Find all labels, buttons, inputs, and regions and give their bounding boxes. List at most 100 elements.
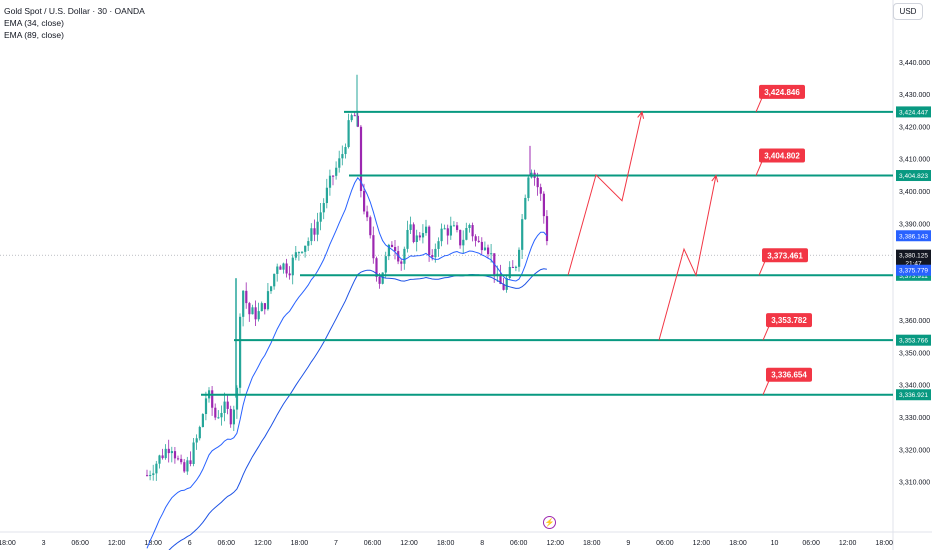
candle-body [304,245,307,252]
candle-body [425,226,428,234]
candle-body [270,286,273,292]
candle-body [198,427,201,439]
candle-body [400,261,403,264]
candle-body [412,224,415,243]
chart-legend: Gold Spot / U.S. Dollar · 30 · OANDA EMA… [4,5,145,41]
price-tick-label: 3,430.000 [899,92,930,99]
candle-body [248,303,251,315]
candle-body [431,255,434,258]
candle-body [167,448,170,454]
last-price-axis-tag [896,249,931,269]
candle-body [158,455,161,464]
price-tick-label: 3,340.000 [899,383,930,390]
candle-body [524,197,527,220]
candle-body [350,115,353,121]
time-tick-label: 3 [42,540,46,547]
time-tick-label: 18:00 [144,540,162,547]
candle-body [462,239,465,246]
candle-body [496,273,499,275]
level-axis-tag-text: 3,353.766 [899,338,928,345]
candle-body [164,448,167,459]
price-callout[interactable] [759,84,805,99]
symbol-title[interactable]: Gold Spot / U.S. Dollar · 30 · OANDA [4,6,145,16]
lightning-icon[interactable]: ⚡ [543,516,556,529]
candle-body [415,235,418,243]
price-callout-label: 3,373.461 [767,251,803,260]
candle-body [276,266,279,274]
time-tick-label: 12:00 [839,540,857,547]
candle-body [363,191,366,212]
candle-body [149,474,152,476]
time-tick-label: 6 [188,540,192,547]
candle-body [229,408,232,425]
candle-body [251,307,254,315]
level-axis-tag-text: 3,424.447 [899,109,928,116]
projection-arrow-2 [658,175,717,341]
candle-body [291,257,294,276]
candle-body [204,398,208,415]
candle-body [390,244,394,248]
candle-body [313,228,316,235]
price-tick-label: 3,360.000 [899,318,930,325]
candle-body [170,451,173,454]
candle-body [437,241,440,249]
price-callout[interactable] [759,148,805,163]
price-callout[interactable] [766,313,812,328]
candle-body [502,283,505,290]
candle-body [359,126,363,192]
candle-body [285,263,288,274]
candle-body [201,414,204,428]
time-tick-label: 12:00 [254,540,272,547]
last-price-axis-tag-text: 3,380.125 [899,253,928,260]
time-tick-label: 12:00 [108,540,126,547]
candle-body [406,229,409,249]
candle-body [428,226,431,256]
time-tick-label: 12:00 [693,540,711,547]
candle-body [307,241,310,246]
time-tick-label: 18:00 [0,540,16,547]
candle-body [434,248,437,258]
price-tick-label: 3,440.000 [899,60,930,67]
candle-body [421,233,425,238]
projection-arrow-2-arrowhead [711,174,719,183]
candle-body [155,463,158,474]
price-callout[interactable] [766,367,812,382]
projection-arrow-1-arrowhead [637,110,645,119]
price-tick-label: 3,320.000 [899,447,930,454]
candle-body [152,473,155,475]
candle-body [483,247,487,251]
time-tick-label: 10 [771,540,779,547]
candle-body [375,258,378,277]
candle-body [381,272,384,284]
candle-body [366,211,369,218]
price-tick-label: 3,390.000 [899,221,930,228]
candle-body [409,224,412,230]
currency-button[interactable]: USD [893,3,923,20]
candle-body [189,460,192,464]
candle-body [297,252,301,254]
candle-body [418,235,421,238]
time-tick-label: 18:00 [875,540,893,547]
time-tick-label: 06:00 [218,540,236,547]
ema-89-axis-tag [896,264,931,276]
candle-body [480,241,483,251]
candle-body [260,303,263,312]
time-tick-label: 7 [334,540,338,547]
callout-pointer [762,325,770,341]
price-callout[interactable] [762,248,808,263]
candle-body [282,263,285,270]
candle-body [173,451,177,459]
candle-body [521,219,524,250]
ema-fast-label[interactable]: EMA (34, close) [4,18,64,28]
time-tick-label: 06:00 [656,540,674,547]
candle-body [226,401,229,409]
candle-body [254,307,257,320]
level-axis-tag [896,170,931,182]
candle-body [183,462,186,472]
ema-slow-label[interactable]: EMA (89, close) [4,30,64,40]
candle-body [195,438,198,443]
candle-body [146,475,149,477]
candle-body [177,458,180,460]
